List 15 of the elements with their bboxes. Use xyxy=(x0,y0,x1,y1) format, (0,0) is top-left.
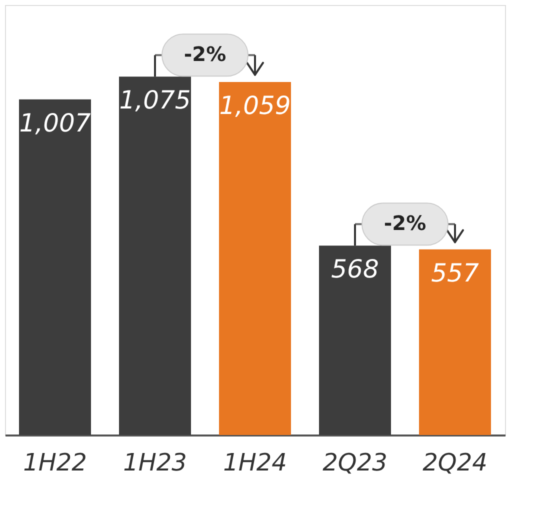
data-label: 1,007 xyxy=(19,108,91,138)
x-tick-label: 1H22 xyxy=(23,448,87,476)
bar xyxy=(419,249,491,435)
data-label: 1,059 xyxy=(219,91,291,120)
x-tick-label: 1H23 xyxy=(123,448,187,476)
x-tick-label: 1H24 xyxy=(223,448,287,476)
annotation: -2% xyxy=(184,42,226,66)
bar xyxy=(219,82,291,435)
data-label: 557 xyxy=(431,258,479,288)
x-tick-label: 2Q24 xyxy=(422,448,488,476)
x-tick-label: 2Q23 xyxy=(322,448,388,476)
bar xyxy=(19,99,91,435)
annotation: -2% xyxy=(384,211,426,236)
data-label: 568 xyxy=(331,254,379,284)
data-label: 1,075 xyxy=(119,86,191,115)
